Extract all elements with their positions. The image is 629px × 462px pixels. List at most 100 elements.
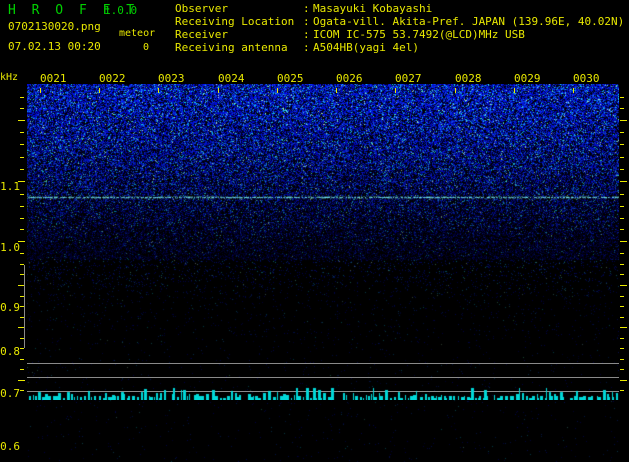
y-tick-minor-right <box>620 132 624 133</box>
station-info-value: A504HB(yagi 4el) <box>313 41 419 54</box>
x-tick-mark <box>514 88 515 93</box>
y-tick-mark-right <box>620 380 627 381</box>
station-info-key: Receiving Location <box>175 15 295 28</box>
x-tick-label: 0030 <box>573 72 600 85</box>
x-tick-label: 0026 <box>336 72 363 85</box>
station-info-row: Receiver: ICOM IC-575 53.7492(@LCD)MHz US… <box>175 28 624 41</box>
y-tick-minor-right <box>620 264 624 265</box>
y-tick-minor <box>20 253 24 254</box>
station-info-key: Receiver <box>175 28 228 41</box>
y-tick-minor <box>20 229 24 230</box>
amplitude-scale-marker <box>24 265 25 348</box>
y-tick-minor-right <box>620 157 624 158</box>
x-tick-label: 0028 <box>455 72 482 85</box>
y-tick-label: 1.1 <box>0 180 20 193</box>
x-tick-mark <box>395 88 396 93</box>
x-tick-mark <box>158 88 159 93</box>
x-tick-label: 0027 <box>395 72 422 85</box>
station-info-value: ICOM IC-575 53.7492(@LCD)MHz USB <box>313 28 525 41</box>
y-tick-minor <box>20 144 24 145</box>
station-info-separator: : <box>303 15 310 28</box>
y-tick-minor-right <box>620 253 624 254</box>
y-tick-minor-right <box>620 274 624 275</box>
y-tick-minor-right <box>620 359 624 360</box>
station-info-body: Observer: Masayuki Kobayashi Receiving Loc… <box>175 2 624 54</box>
y-tick-minor <box>20 218 24 219</box>
y-tick-minor <box>20 390 24 391</box>
y-tick-minor-right <box>620 144 624 145</box>
station-info-key: Receiving antenna <box>175 41 288 54</box>
signal-strength-waveform <box>27 386 619 400</box>
y-tick-minor <box>20 132 24 133</box>
station-info-separator: : <box>303 2 310 15</box>
y-tick-minor <box>20 274 24 275</box>
meteor-count-value: 0 <box>143 42 150 53</box>
station-info-separator: : <box>303 41 310 54</box>
y-tick-minor <box>20 194 24 195</box>
y-axis-unit-label: kHz <box>0 72 19 83</box>
y-tick-mark <box>18 327 25 328</box>
y-tick-minor-right <box>620 348 624 349</box>
y-tick-label: 0.6 <box>0 440 20 453</box>
x-tick-label: 0023 <box>158 72 185 85</box>
y-tick-minor <box>20 369 24 370</box>
y-tick-minor <box>20 359 24 360</box>
station-info-key: Observer <box>175 2 228 15</box>
x-tick-label: 0029 <box>514 72 541 85</box>
y-tick-label: 0.7 <box>0 387 20 400</box>
x-tick-mark <box>99 88 100 93</box>
x-tick-label: 0021 <box>40 72 67 85</box>
y-tick-minor-right <box>620 97 624 98</box>
y-tick-minor-right <box>620 206 624 207</box>
y-tick-minor-right <box>620 390 624 391</box>
y-tick-mark <box>18 241 25 242</box>
station-info-row: Observer: Masayuki Kobayashi <box>175 2 624 15</box>
y-tick-mark <box>18 285 25 286</box>
y-tick-minor <box>20 264 24 265</box>
station-info-row: Receiving Location: Ogata-vill. Akita-Pre… <box>175 15 624 28</box>
y-tick-minor <box>20 108 24 109</box>
x-tick-mark <box>40 88 41 93</box>
y-tick-minor <box>20 206 24 207</box>
station-info-row: Receiving antenna: A504HB(yagi 4el) <box>175 41 624 54</box>
y-tick-label: 1.0 <box>0 241 20 254</box>
y-tick-minor-right <box>620 169 624 170</box>
x-tick-label: 0022 <box>99 72 126 85</box>
y-tick-minor <box>20 97 24 98</box>
y-tick-label: 0.9 <box>0 301 20 314</box>
y-tick-minor <box>20 348 24 349</box>
meteor-count-label: meteor <box>119 28 156 39</box>
spectrogram-image <box>27 84 619 462</box>
station-info-value: Masayuki Kobayashi <box>313 2 433 15</box>
y-tick-minor-right <box>620 369 624 370</box>
y-tick-mark <box>18 181 25 182</box>
y-tick-minor <box>20 157 24 158</box>
y-tick-mark-right <box>620 181 627 182</box>
x-tick-mark <box>277 88 278 93</box>
y-tick-minor-right <box>620 306 624 307</box>
y-tick-minor-right <box>620 317 624 318</box>
x-tick-mark <box>336 88 337 93</box>
station-info-value: Ogata-vill. Akita-Pref. JAPAN (139.96E, … <box>313 15 625 28</box>
y-tick-mark <box>18 120 25 121</box>
spectrogram-panel: kHz 1.1 1.0 0.9 0.8 0.7 0.6 0021 0022 0023 0024 0… <box>0 72 629 462</box>
x-tick-mark <box>218 88 219 93</box>
x-tick-mark <box>573 88 574 93</box>
y-tick-minor-right <box>620 194 624 195</box>
y-tick-minor-right <box>620 108 624 109</box>
y-tick-minor <box>20 296 24 297</box>
x-tick-label: 0024 <box>218 72 245 85</box>
app-title: H R O F F T <box>8 3 139 18</box>
station-info-separator: : <box>303 28 310 41</box>
reference-line <box>27 377 619 378</box>
y-tick-minor <box>20 317 24 318</box>
header-panel: H R O F F T 1.0.0 0702130020.png 07.02.1… <box>0 0 629 72</box>
y-tick-minor-right <box>620 338 624 339</box>
y-tick-minor-right <box>620 296 624 297</box>
x-tick-label: 0025 <box>277 72 304 85</box>
y-tick-mark-right <box>620 327 627 328</box>
y-tick-minor-right <box>620 229 624 230</box>
y-tick-mark-right <box>620 120 627 121</box>
y-tick-mark <box>18 380 25 381</box>
